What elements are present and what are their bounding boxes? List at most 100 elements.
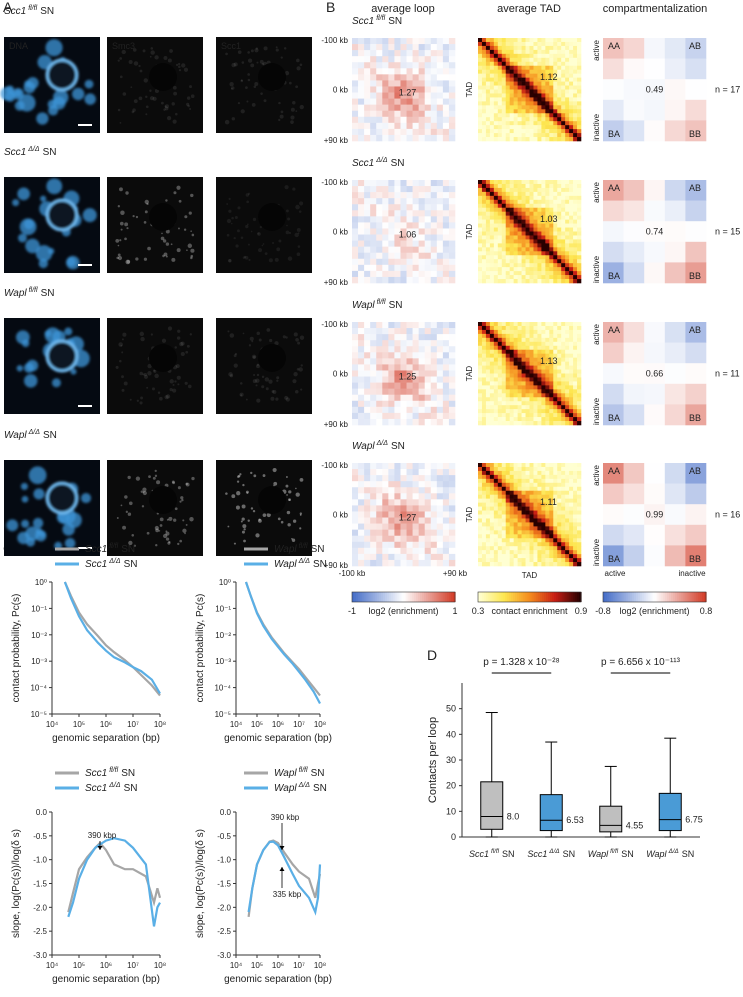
tad-cell — [510, 558, 514, 562]
tad-cell — [526, 503, 530, 507]
tad-cell — [514, 401, 518, 405]
tad-cell — [545, 204, 549, 208]
speckle — [184, 229, 186, 231]
loop-cell — [364, 475, 370, 481]
speckle — [125, 191, 128, 194]
tad-cell — [577, 38, 581, 42]
tad-cell — [514, 109, 518, 113]
loop-cell — [419, 542, 425, 548]
loop-cell — [437, 123, 443, 129]
speckle — [262, 376, 264, 378]
loop-cell — [400, 505, 406, 511]
loop-cell — [425, 358, 431, 364]
loop-cell — [400, 530, 406, 536]
speckle — [253, 474, 256, 477]
loop-cell — [394, 413, 400, 419]
tad-cell — [526, 334, 530, 338]
speckle — [151, 47, 154, 50]
tad-cell — [494, 554, 498, 558]
tad-cell — [498, 82, 502, 86]
speckle — [121, 504, 123, 506]
speckle — [155, 544, 157, 546]
tad-cell — [537, 467, 541, 471]
tad-cell — [486, 401, 490, 405]
tad-cell — [530, 550, 534, 554]
loop-cell — [376, 370, 382, 376]
tad-cell — [498, 389, 502, 393]
tad-cell — [569, 483, 573, 487]
tad-cell — [514, 74, 518, 78]
loop-cell — [364, 346, 370, 352]
speckle — [166, 242, 169, 245]
tad-cell — [490, 401, 494, 405]
tad-cell — [530, 463, 534, 467]
tad-cell — [522, 267, 526, 271]
tad-cell — [490, 558, 494, 562]
tad-cell — [510, 463, 514, 467]
loop-cell — [388, 419, 394, 425]
tad-cell — [478, 243, 482, 247]
loop-cell — [419, 111, 425, 117]
tad-cell — [561, 247, 565, 251]
tad-cell — [510, 62, 514, 66]
loop-cell — [394, 334, 400, 340]
loop-cell — [370, 241, 376, 247]
tad-cell — [498, 491, 502, 495]
tad-cell — [561, 228, 565, 232]
tad-cell — [565, 522, 569, 526]
loop-cell — [425, 56, 431, 62]
loop-cell — [394, 222, 400, 228]
tad-cell — [549, 366, 553, 370]
tad-cell — [490, 42, 494, 46]
tad-cell — [510, 487, 514, 491]
tad-cell — [498, 377, 502, 381]
loop-cell — [419, 364, 425, 370]
tad-cell — [510, 101, 514, 105]
tad-cell — [498, 558, 502, 562]
tad-cell — [565, 58, 569, 62]
tad-cell — [502, 263, 506, 267]
tad-cell — [549, 58, 553, 62]
tad-cell — [577, 393, 581, 397]
tad-cell — [573, 366, 577, 370]
loop-cell — [358, 56, 364, 62]
tad-cell — [482, 471, 486, 475]
loop-cell — [431, 499, 437, 505]
tad-cell — [478, 471, 482, 475]
tad-cell — [545, 374, 549, 378]
tad-cell — [541, 550, 545, 554]
tad-cell — [553, 507, 557, 511]
loop-cell — [388, 493, 394, 499]
y-tick-label: 10⁻¹ — [215, 604, 231, 613]
loop-cell — [431, 241, 437, 247]
tad-cell — [506, 511, 510, 515]
loop-cell — [358, 271, 364, 277]
tad-cell — [569, 220, 573, 224]
nucleolus — [149, 63, 177, 91]
tad-cell — [498, 133, 502, 137]
tad-cell — [510, 377, 514, 381]
loop-cell — [449, 352, 455, 358]
tad-cell — [533, 82, 537, 86]
compartment-cell — [624, 484, 645, 505]
tad-cell — [490, 259, 494, 263]
tad-cell — [549, 125, 553, 129]
tad-cell — [514, 518, 518, 522]
tad-cell — [482, 255, 486, 259]
tad-cell — [541, 196, 545, 200]
loop-cell — [394, 129, 400, 135]
tad-cell — [573, 216, 577, 220]
tad-cell — [490, 370, 494, 374]
tad-cell — [478, 188, 482, 192]
loop-cell — [382, 198, 388, 204]
tad-cell — [537, 397, 541, 401]
tad-cell — [502, 90, 506, 94]
tad-cell — [569, 267, 573, 271]
tad-cell — [533, 90, 537, 94]
tad-cell — [577, 129, 581, 133]
tad-cell — [557, 38, 561, 42]
chromatin — [65, 538, 76, 549]
y-tick-label: 10⁻² — [215, 631, 231, 640]
x-axis-label: genomic separation (bp) — [224, 974, 332, 985]
